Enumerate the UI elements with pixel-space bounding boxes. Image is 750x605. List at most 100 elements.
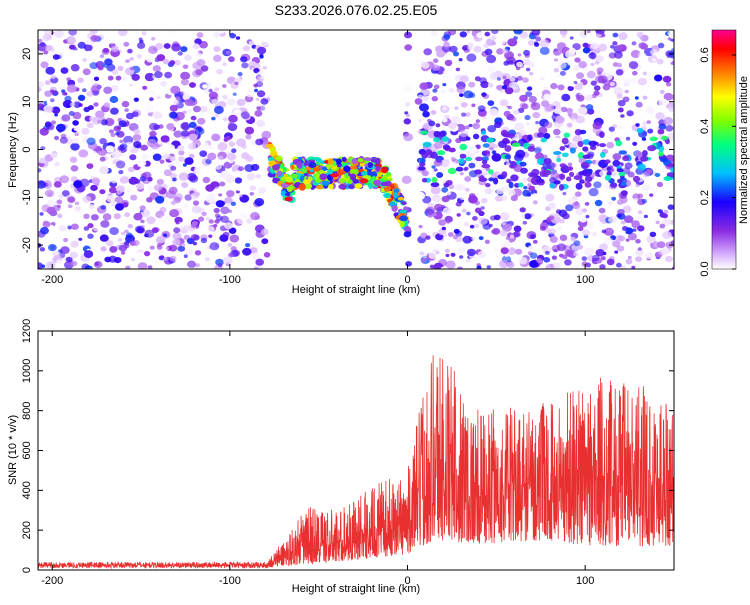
spectrogram-cell	[73, 101, 82, 108]
spectrogram-cell	[263, 252, 271, 258]
spectrogram-cell	[128, 166, 135, 173]
spectrogram-cell	[483, 43, 489, 48]
spectrogram-cell	[38, 168, 42, 173]
spectrogram-cell	[133, 97, 139, 103]
spectrogram-cell	[336, 168, 345, 176]
spectrogram-cell	[436, 172, 444, 178]
spectrogram-cell	[182, 163, 187, 167]
spectrogram-cell	[486, 265, 491, 269]
spectrogram-cell	[195, 263, 200, 267]
spectrogram-cell	[103, 63, 108, 68]
spectrogram-cell	[175, 96, 181, 101]
spectrogram-cell	[389, 201, 396, 207]
spectrogram-cell	[639, 35, 645, 40]
spectrogram-cell	[249, 191, 255, 196]
spectrogram-cell	[631, 265, 636, 269]
spectrogram-cell	[425, 206, 436, 215]
spectrogram-cell	[663, 116, 674, 126]
spectrogram-cell	[561, 93, 571, 102]
spectrogram-cell	[192, 61, 202, 70]
spectrogram-cell	[155, 43, 164, 50]
spectrogram-cell	[82, 195, 92, 204]
spectrogram-cell	[513, 231, 521, 238]
spectrogram-cell	[598, 207, 606, 214]
spectrogram-cell	[545, 263, 555, 269]
spectrogram-cell	[635, 248, 644, 256]
spectrogram-cell	[570, 117, 577, 123]
spectrogram-cell	[213, 223, 218, 228]
spectrogram-cell	[471, 236, 476, 240]
spectrogram-cell	[134, 179, 141, 184]
spectrogram-cell	[163, 43, 171, 49]
spectrogram-cell	[559, 146, 566, 151]
spectrogram-cell	[159, 159, 165, 164]
spectrogram-cell	[146, 197, 153, 203]
spectrogram-cell	[441, 226, 446, 231]
spectrogram-cell	[642, 71, 647, 76]
spectrogram-cell	[156, 178, 164, 185]
spectrogram-cell	[135, 252, 145, 261]
spectrogram-cell	[613, 87, 624, 96]
spectrogram-cell	[422, 111, 430, 118]
spectrogram-cell	[430, 186, 441, 195]
spectrogram-cell	[45, 261, 56, 269]
spectrogram-cell	[119, 139, 124, 144]
spectrogram-cell	[619, 125, 624, 130]
spectrogram-cell	[441, 187, 449, 193]
spectrogram-cell	[260, 39, 269, 46]
spectrogram-cell	[178, 172, 189, 181]
spectrogram-cell	[38, 81, 45, 88]
spectrogram-cell	[130, 194, 138, 201]
spectrogram-cell	[236, 98, 246, 107]
spectrogram-cell	[505, 139, 511, 144]
y-tick-label: -10	[21, 189, 33, 205]
spectrogram-cell	[489, 147, 494, 151]
spectrogram-cell	[182, 203, 189, 209]
spectrogram-cell	[502, 223, 513, 232]
spectrogram-cell	[83, 226, 90, 231]
spectrogram-cell	[455, 184, 464, 191]
spectrogram-cell	[501, 171, 508, 178]
spectrogram-cell	[106, 240, 114, 247]
spectrogram-cell	[649, 136, 658, 142]
spectrogram-cell	[502, 131, 511, 138]
spectrogram-cell	[226, 202, 231, 207]
spectrogram-cell	[445, 253, 450, 258]
spectrogram-cell	[667, 204, 674, 210]
spectrogram-cell	[208, 88, 213, 93]
spectrogram-cell	[275, 155, 283, 162]
spectrogram-cell	[447, 167, 457, 175]
spectrogram-cell	[585, 221, 594, 229]
spectrogram-cell	[485, 183, 491, 188]
spectrogram-cell	[60, 67, 69, 74]
spectrogram-cell	[222, 84, 227, 88]
spectrogram-cell	[106, 194, 116, 203]
spectrogram-cell	[608, 215, 617, 224]
x-tick-label: -100	[219, 575, 241, 587]
spectrogram-cell	[450, 156, 456, 162]
spectrogram-cell	[460, 102, 468, 108]
spectrogram-cell	[530, 173, 538, 178]
spectrogram-cell	[192, 43, 200, 50]
spectrogram-ylabel: Frequency (Hz)	[7, 112, 19, 188]
spectrogram-cell	[312, 166, 321, 172]
spectrogram-cell	[576, 72, 585, 80]
spectrogram-cell	[215, 113, 220, 118]
spectrogram-cell	[56, 123, 66, 132]
spectrogram-cell	[489, 33, 497, 41]
spectrogram-cell	[540, 137, 547, 143]
spectrogram-cell	[103, 86, 113, 94]
spectrogram-cell	[545, 142, 556, 151]
spectrogram-cell	[434, 203, 443, 212]
spectrogram-cell	[512, 93, 518, 98]
spectrogram-cell	[576, 94, 585, 102]
spectrogram-cell	[462, 44, 470, 51]
spectrogram-cell	[272, 164, 280, 171]
spectrogram-cell	[545, 193, 555, 202]
spectrogram-cell	[238, 166, 244, 172]
spectrogram-cell	[477, 105, 486, 112]
spectrogram-cell	[65, 256, 73, 263]
spectrogram-cell	[665, 57, 673, 64]
